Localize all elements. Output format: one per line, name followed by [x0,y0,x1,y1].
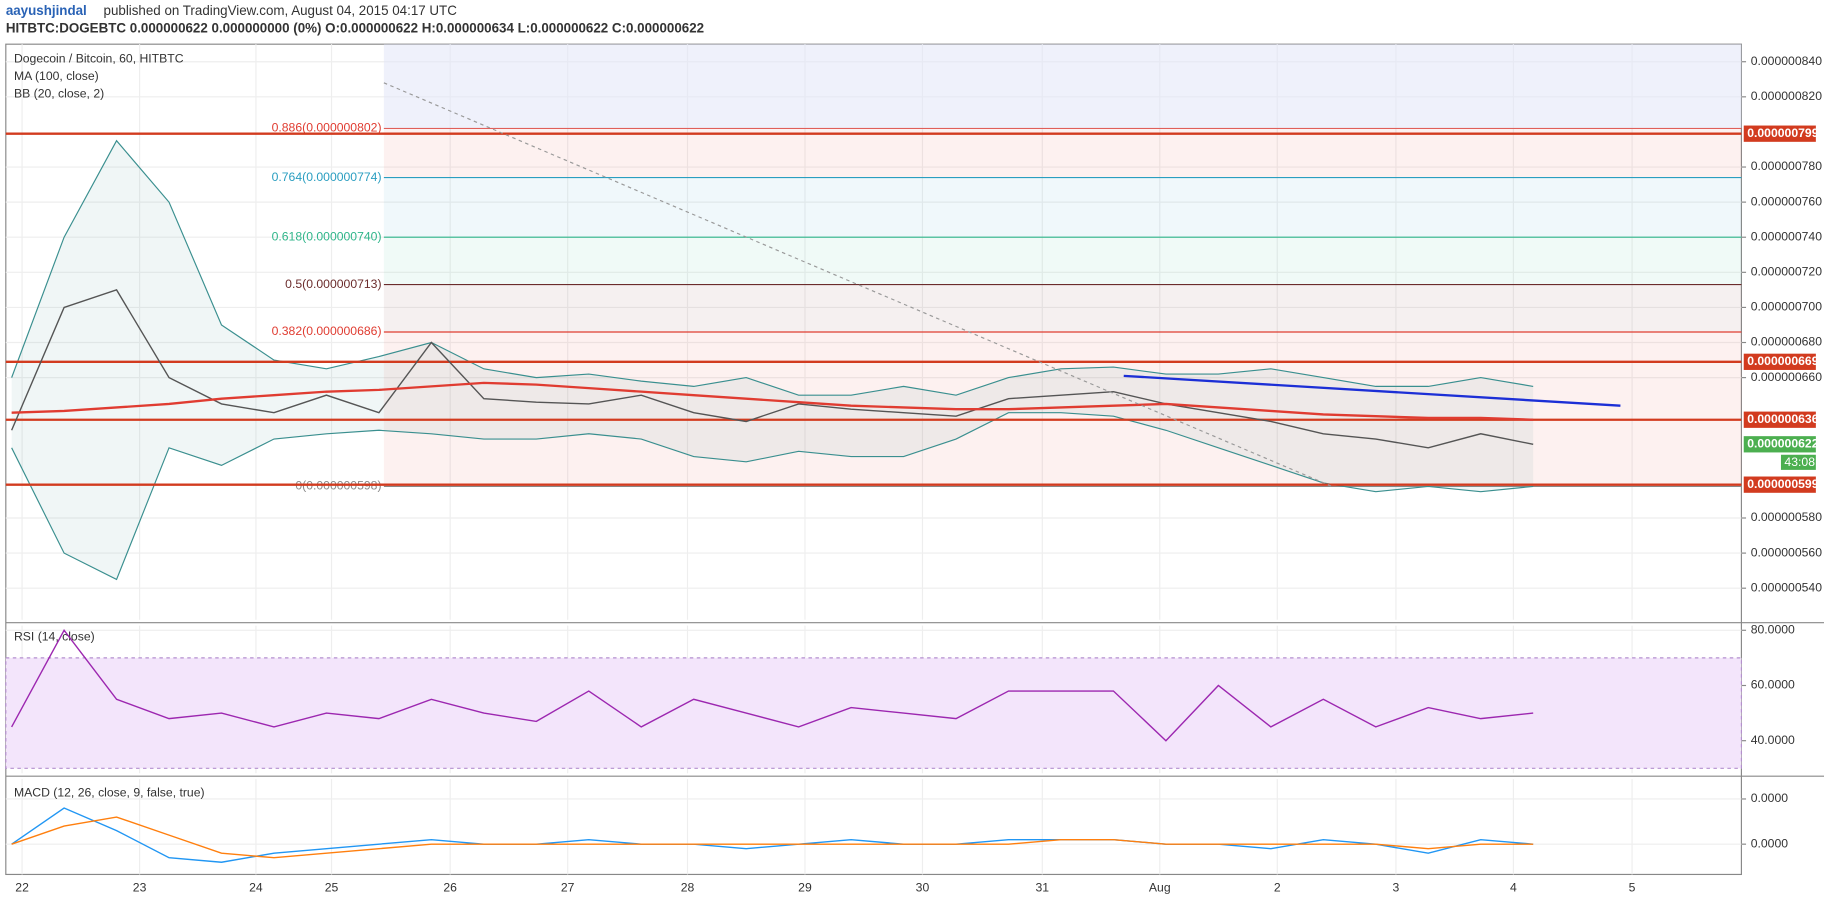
x-tick-label: 31 [1035,881,1049,895]
fib-zone [383,237,1742,285]
x-tick-label: 23 [133,881,147,895]
y-tick-label: 0.000000780 [1751,159,1822,173]
symbol-line: HITBTC:DOGEBTC 0.000000622 0.000000000 (… [6,21,704,36]
y-tick-label: 0.000000760 [1751,194,1822,208]
x-tick-label: 2 [1274,881,1281,895]
series-line [11,807,1534,863]
y-tick-label: 0.000000840 [1751,54,1822,68]
price-tag-label: 0.000000669 [1747,354,1818,368]
fib-label: 0.5(0.000000713) [285,277,381,291]
series-line [11,629,1534,742]
legend-bb: BB (20, close, 2) [14,86,104,100]
author[interactable]: aayushjindal [6,3,87,18]
pane-title: MACD (12, 26, close, 9, false, true) [14,785,205,799]
price-tag-label: 0.000000799 [1747,126,1818,140]
trend-line [383,82,1333,487]
published: published on TradingView.com, August 04,… [104,3,458,18]
y-tick-label: 40.0000 [1751,733,1795,747]
x-tick-label: 29 [798,881,812,895]
series-line [11,816,1534,859]
bb-upper [11,139,1534,396]
y-tick-label: 0.000000660 [1751,370,1822,384]
fib-zone [383,128,1742,178]
pane-title: RSI (14, close) [14,629,95,643]
fib-zone [383,177,1742,238]
last-price-tag [1743,436,1816,453]
rsi-band [5,657,1742,769]
x-tick-label: 5 [1629,881,1636,895]
x-tick-label: 30 [916,881,930,895]
legend-ma: MA (100, close) [14,69,99,83]
fib-label: 0.382(0.000000686) [272,324,382,338]
series-line [11,381,1534,421]
y-tick-label: 0.000000740 [1751,229,1822,243]
y-tick-label: 0.000000560 [1751,545,1822,559]
x-tick-label: 24 [249,881,263,895]
price-tag-label: 0.000000636 [1747,412,1818,426]
y-tick-label: 0.0000 [1751,836,1789,850]
y-tick-label: 0.000000540 [1751,580,1822,594]
series-line [10,289,1534,449]
x-tick-label: 4 [1510,881,1517,895]
y-tick-label: 0.000000720 [1751,265,1822,279]
x-tick-label: 3 [1393,881,1400,895]
countdown: 43:08 [1784,455,1815,469]
y-tick-label: 80.0000 [1751,623,1795,637]
x-tick-label: 27 [561,881,575,895]
x-tick-label: Aug [1149,881,1171,895]
price-tag [1743,411,1816,428]
price-tag [1743,125,1816,142]
y-tick-label: 0.000000680 [1751,335,1822,349]
y-tick-label: 0.000000820 [1751,89,1822,103]
price-tag [1743,353,1816,370]
x-tick-label: 26 [443,881,457,895]
fib-zone [383,284,1742,332]
fib-label: 0.886(0.000000802) [272,121,382,135]
y-tick-label: 0.000000580 [1751,510,1822,524]
x-tick-label: 28 [681,881,695,895]
trend-line [1123,374,1621,407]
price-tag-label: 0.000000599 [1747,477,1818,491]
y-tick-label: 0.000000700 [1751,300,1822,314]
fib-label: 0.618(0.000000740) [272,229,382,243]
bb-lower [11,412,1534,581]
fib-label: 0.764(0.000000774) [272,170,382,184]
y-tick-label: 0.0000 [1751,791,1789,805]
last-price-label: 0.000000622 [1747,437,1818,451]
x-tick-label: 25 [325,881,339,895]
fib-top-zone [383,44,1742,129]
x-tick-label: 22 [15,881,29,895]
fib-zone [383,331,1742,487]
countdown-box [1780,454,1816,470]
y-tick-label: 60.0000 [1751,678,1795,692]
pane-title: Dogecoin / Bitcoin, 60, HITBTC [14,52,184,66]
price-tag [1743,476,1816,493]
